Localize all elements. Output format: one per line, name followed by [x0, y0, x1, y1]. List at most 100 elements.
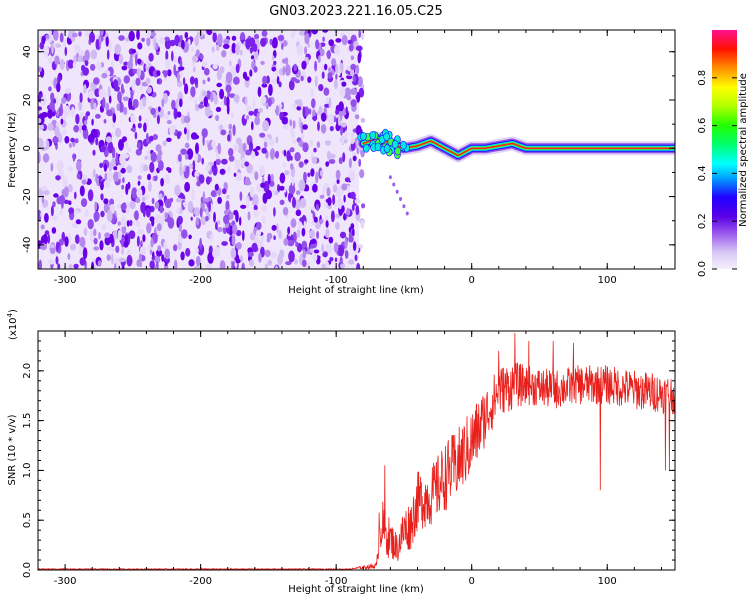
noise-blob — [251, 168, 255, 176]
noise-blob — [137, 175, 142, 180]
noise-blob — [180, 148, 187, 155]
noise-blob — [176, 131, 181, 140]
noise-blob — [157, 245, 162, 252]
noise-blob — [286, 150, 291, 162]
noise-blob — [259, 132, 266, 138]
noise-blob — [219, 88, 225, 100]
noise-blob — [356, 262, 361, 269]
noise-blob — [227, 165, 231, 174]
noise-blob — [252, 200, 256, 206]
noise-blob — [107, 86, 111, 98]
noise-blob — [332, 194, 336, 205]
noise-blob — [90, 63, 96, 71]
noise-blob — [242, 142, 247, 152]
noise-blob — [311, 156, 318, 164]
noise-blob — [120, 203, 127, 211]
noise-blob — [78, 100, 83, 111]
noise-blob — [93, 237, 98, 245]
noise-blob — [294, 99, 301, 105]
noise-blob — [73, 263, 79, 269]
noise-blob — [174, 259, 178, 269]
noise-blob — [271, 224, 277, 231]
noise-blob — [323, 200, 329, 209]
noise-blob — [341, 136, 344, 145]
noise-blob — [76, 173, 81, 180]
noise-blob — [195, 247, 199, 254]
noise-blob — [82, 67, 89, 76]
noise-blob — [294, 199, 301, 210]
noise-blob — [284, 57, 289, 65]
noise-blob — [356, 91, 361, 103]
noise-blob — [312, 116, 318, 121]
noise-blob — [83, 84, 87, 94]
noise-blob — [79, 123, 82, 134]
noise-blob — [117, 221, 122, 226]
noise-blob — [351, 203, 355, 212]
noise-blob — [158, 106, 161, 112]
noise-blob — [337, 186, 343, 197]
noise-blob — [255, 146, 261, 151]
noise-blob — [358, 30, 361, 39]
noise-blob — [52, 216, 58, 221]
noise-blob — [259, 165, 266, 176]
noise-blob — [185, 122, 191, 134]
noise-blob — [307, 172, 311, 177]
noise-blob — [136, 235, 140, 247]
noise-blob — [64, 46, 68, 57]
noise-blob — [346, 184, 350, 194]
noise-blob — [181, 204, 184, 210]
noise-blob — [217, 33, 223, 46]
snr-x-tick-label: -200 — [189, 576, 212, 587]
noise-blob — [185, 247, 191, 257]
noise-blob — [222, 188, 227, 195]
noise-blob — [108, 39, 112, 52]
noise-blob — [164, 38, 171, 50]
noise-blob — [228, 147, 234, 157]
snr-x-tick-label: 0 — [469, 576, 475, 587]
spectrogram-y-label: Frequency (Hz) — [7, 112, 18, 188]
noise-blob — [138, 115, 142, 122]
noise-blob — [169, 125, 176, 135]
noise-blob — [199, 54, 204, 60]
noise-blob — [122, 96, 130, 102]
noise-blob — [76, 160, 82, 172]
noise-blob — [64, 236, 69, 247]
noise-blob — [202, 135, 205, 146]
noise-blob — [316, 203, 319, 210]
noise-blob — [60, 118, 64, 125]
colorbar-tick-label: 0.8 — [697, 70, 708, 86]
noise-blob — [90, 97, 95, 110]
noise-blob — [206, 262, 211, 269]
noise-blob — [350, 223, 355, 230]
noise-blob — [111, 246, 115, 252]
noise-blob — [142, 96, 146, 107]
noise-blob — [158, 160, 164, 171]
noise-blob — [68, 165, 73, 172]
noise-blob — [59, 209, 63, 216]
noise-blob — [72, 32, 78, 38]
noise-blob — [344, 87, 352, 98]
spectrogram-y-tick-label: 40 — [22, 45, 33, 58]
noise-blob — [160, 214, 165, 226]
noise-blob — [291, 131, 295, 138]
noise-blob — [283, 149, 287, 157]
noise-blob — [132, 220, 136, 226]
noise-blob — [203, 96, 208, 107]
noise-blob — [253, 33, 260, 40]
noise-blob — [264, 249, 271, 258]
noise-blob — [127, 146, 132, 153]
snr-x-label: Height of straight line (km) — [288, 584, 424, 595]
spectrogram-y-tick-label: 20 — [22, 94, 33, 107]
noise-blob — [278, 230, 282, 239]
noise-blob — [195, 142, 199, 155]
noise-blob — [250, 55, 255, 60]
noise-blob — [235, 230, 242, 237]
noise-blob — [277, 35, 285, 41]
noise-blob — [284, 64, 291, 76]
noise-blob — [164, 174, 171, 185]
noise-blob — [146, 222, 152, 234]
noise-blob — [158, 193, 163, 200]
signal-blob — [391, 140, 399, 149]
noise-blob — [223, 214, 230, 225]
noise-blob — [167, 69, 172, 77]
